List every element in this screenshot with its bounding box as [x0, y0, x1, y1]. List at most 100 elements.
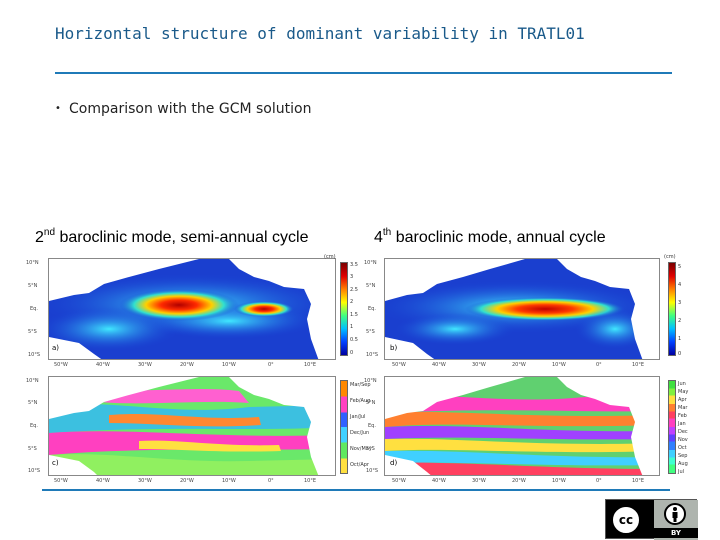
lon-label: 50°W — [392, 362, 406, 368]
lon-label: 40°W — [432, 478, 446, 484]
panel-label-a: a) — [52, 344, 60, 352]
amp-tick: 2 — [678, 318, 682, 324]
lon-label: 20°W — [512, 362, 526, 368]
panel-label-d: d) — [390, 459, 398, 467]
lat-label: 5°S — [366, 446, 375, 452]
amplitude-field-right — [385, 259, 659, 359]
phase-tick: Jan — [678, 421, 686, 427]
lat-label: 10°S — [366, 468, 379, 474]
lon-label: 10°E — [304, 362, 317, 368]
lon-label: 0° — [596, 478, 602, 484]
lat-label: Eq. — [30, 306, 38, 312]
lon-label: 40°W — [432, 362, 446, 368]
phase-colorbar-left — [340, 380, 348, 474]
phase-tick: May — [678, 389, 689, 395]
lat-label: 10°N — [364, 260, 377, 266]
lat-label: Eq. — [30, 423, 38, 429]
bullet-item: • Comparison with the GCM solution — [55, 101, 311, 117]
lat-label: 10°S — [28, 468, 41, 474]
figure-right: b) (cm) 5 4 3 2 1 0 10°N 5°N Eq. 5°S 10°… — [362, 252, 694, 484]
phase-tick: Nov/May — [350, 446, 372, 452]
person-glyph — [672, 507, 678, 522]
caption-left-suffix: nd — [43, 227, 56, 238]
cc-text: cc — [618, 513, 634, 527]
lon-label: 20°W — [512, 478, 526, 484]
amp-tick: 0 — [678, 351, 682, 357]
amp-tick: 3.5 — [350, 262, 358, 268]
lon-label: 30°W — [472, 478, 486, 484]
phase-tick: Nov — [678, 437, 688, 443]
caption-right-text: baroclinic mode, annual cycle — [391, 229, 606, 246]
amplitude-unit-left: (cm) — [324, 254, 336, 260]
phase-tick: Oct — [678, 445, 687, 451]
lon-label: 10°W — [222, 362, 236, 368]
lon-label: 50°W — [54, 478, 68, 484]
amplitude-map-right — [384, 258, 660, 360]
phase-tick: Mar/Sep — [350, 382, 371, 388]
lat-label: Eq. — [368, 306, 376, 312]
lat-label: 5°S — [28, 446, 37, 452]
by-label: BY — [654, 528, 698, 538]
lat-label: 5°S — [28, 329, 37, 335]
phase-tick: Aug — [678, 461, 688, 467]
lon-label: 0° — [596, 362, 602, 368]
lon-label: 10°W — [552, 362, 566, 368]
amp-tick: 4 — [678, 282, 682, 288]
amp-tick: 1 — [350, 324, 354, 330]
person-icon — [664, 503, 686, 525]
lat-label: 10°N — [26, 260, 39, 266]
figure-left: a) (cm) 3.5 3 2.5 2 1.5 1 0.5 0 10°N 5°N… — [24, 252, 372, 484]
phase-map-left — [48, 376, 336, 476]
amp-tick: 3 — [350, 274, 354, 280]
lon-label: 0° — [268, 478, 274, 484]
slide-title: Horizontal structure of dominant variabi… — [55, 24, 585, 43]
attribution-section: BY — [654, 500, 698, 540]
lon-label: 0° — [268, 362, 274, 368]
caption-right-suffix: th — [382, 227, 392, 238]
amp-tick: 0 — [350, 350, 354, 356]
cc-by-license-badge[interactable]: cc BY — [605, 499, 698, 540]
amp-tick: 2.5 — [350, 287, 358, 293]
lat-label: Eq. — [368, 423, 376, 429]
lon-label: 20°W — [180, 362, 194, 368]
lat-label: 10°N — [364, 378, 377, 384]
amplitude-field-left — [49, 259, 335, 359]
caption-right: 4th baroclinic mode, annual cycle — [374, 227, 606, 247]
lat-label: 5°N — [28, 283, 38, 289]
lon-label: 50°W — [54, 362, 68, 368]
lon-label: 10°E — [632, 478, 645, 484]
amplitude-map-left — [48, 258, 336, 360]
caption-left: 2nd baroclinic mode, semi-annual cycle — [35, 227, 309, 247]
lon-label: 10°W — [552, 478, 566, 484]
lat-label: 10°S — [366, 352, 379, 358]
amp-tick: 0.5 — [350, 337, 358, 343]
phase-tick: Dec/Jun — [350, 430, 370, 436]
phase-tick: Jan/Jul — [350, 414, 366, 420]
caption-left-text: baroclinic mode, semi-annual cycle — [55, 229, 309, 246]
lon-label: 10°E — [632, 362, 645, 368]
phase-tick: Jun — [678, 381, 686, 387]
phase-tick: Feb/Aug — [350, 398, 371, 404]
phase-field-left — [49, 377, 335, 475]
footer-divider — [42, 489, 670, 491]
lat-label: 5°N — [366, 400, 376, 406]
lon-label: 40°W — [96, 362, 110, 368]
phase-tick: Jul — [678, 469, 685, 475]
amplitude-colorbar-left — [340, 262, 348, 356]
bullet-text: Comparison with the GCM solution — [69, 101, 312, 117]
amp-tick: 1.5 — [350, 312, 358, 318]
phase-field-right — [385, 377, 659, 475]
lon-label: 30°W — [472, 362, 486, 368]
phase-colorbar-right — [668, 380, 676, 474]
lat-label: 10°S — [28, 352, 41, 358]
creative-commons-icon: cc — [611, 505, 641, 535]
lon-label: 30°W — [138, 362, 152, 368]
phase-tick: Oct/Apr — [350, 462, 369, 468]
amp-tick: 1 — [678, 336, 682, 342]
phase-tick: Apr — [678, 397, 687, 403]
caption-left-ordinal: 2 — [35, 229, 44, 246]
lat-label: 5°N — [366, 283, 376, 289]
amp-tick: 5 — [678, 264, 682, 270]
lon-label: 20°W — [180, 478, 194, 484]
lon-label: 10°E — [304, 478, 317, 484]
